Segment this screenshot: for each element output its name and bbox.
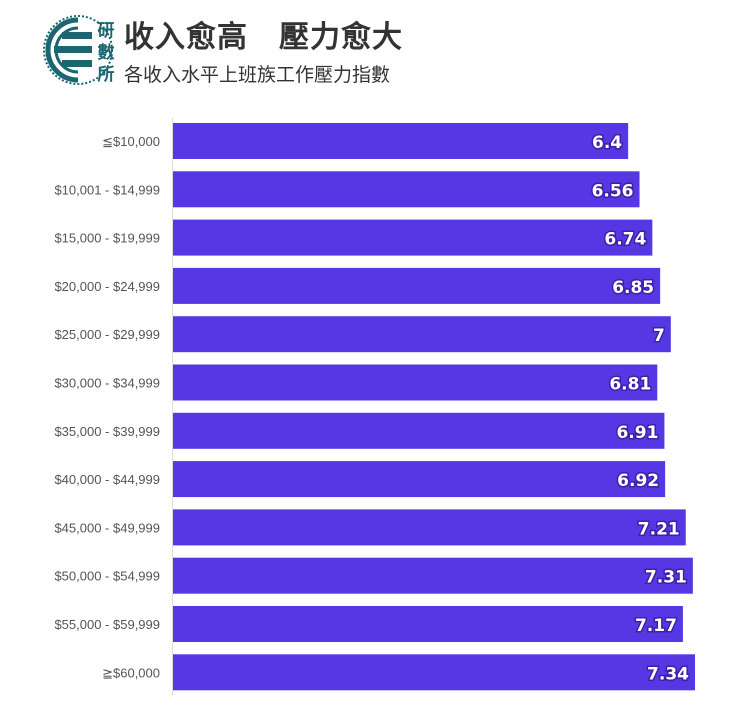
category-label: ≦$10,000 [102, 134, 160, 149]
category-label: $25,000 - $29,999 [54, 327, 160, 342]
value-label: 7.31 [645, 568, 687, 588]
bar [173, 412, 665, 449]
category-label: $55,000 - $59,999 [54, 617, 160, 632]
value-label: 7.21 [638, 519, 680, 539]
svg-text:所: 所 [98, 65, 115, 85]
category-label: $35,000 - $39,999 [54, 424, 160, 439]
logo: 研 數 所 [43, 15, 115, 85]
value-label: 6.81 [609, 375, 651, 395]
category-label: $15,000 - $19,999 [54, 231, 160, 246]
bar [173, 461, 666, 498]
bar [173, 364, 658, 401]
bar [173, 267, 661, 304]
value-label: 6.85 [612, 278, 654, 298]
category-label: $40,000 - $44,999 [54, 472, 160, 487]
bar [173, 123, 629, 159]
svg-text:研: 研 [98, 21, 115, 41]
bar [173, 509, 686, 546]
value-label: 6.74 [604, 230, 646, 250]
bar [173, 557, 693, 594]
bar [173, 654, 695, 691]
value-label: 6.92 [617, 471, 659, 491]
value-label: 6.91 [616, 423, 658, 443]
category-label: $45,000 - $49,999 [54, 520, 160, 535]
value-label: 7 [653, 326, 665, 346]
category-label: $20,000 - $24,999 [54, 279, 160, 294]
svg-text:數: 數 [98, 42, 115, 63]
bar [173, 606, 683, 642]
category-label: $50,000 - $54,999 [54, 569, 160, 584]
category-label: $10,001 - $14,999 [54, 182, 160, 197]
value-label: 7.17 [635, 616, 677, 636]
category-label: $30,000 - $34,999 [54, 376, 160, 391]
bar [173, 171, 640, 208]
chart-subtitle: 各收入水平上班族工作壓力指數 [124, 64, 391, 86]
bar [173, 219, 653, 256]
bar-chart: ≦$10,000 6.4 $10,001 - $14,999 6.56 $15,000 … [54, 118, 695, 695]
chart-title: 收入愈高 壓力愈大 [124, 20, 403, 55]
category-label: ≧$60,000 [102, 665, 160, 680]
value-label: 7.34 [647, 664, 689, 684]
value-label: 6.4 [592, 133, 622, 153]
value-label: 6.56 [592, 181, 634, 201]
bar [173, 316, 671, 353]
